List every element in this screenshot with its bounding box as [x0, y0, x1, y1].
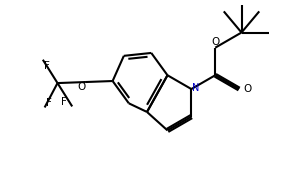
- Text: F: F: [46, 98, 52, 107]
- Text: O: O: [243, 84, 251, 94]
- Text: O: O: [211, 37, 219, 47]
- Text: F: F: [44, 61, 50, 71]
- Text: N: N: [192, 83, 199, 93]
- Text: F: F: [61, 96, 67, 107]
- Text: O: O: [77, 82, 85, 92]
